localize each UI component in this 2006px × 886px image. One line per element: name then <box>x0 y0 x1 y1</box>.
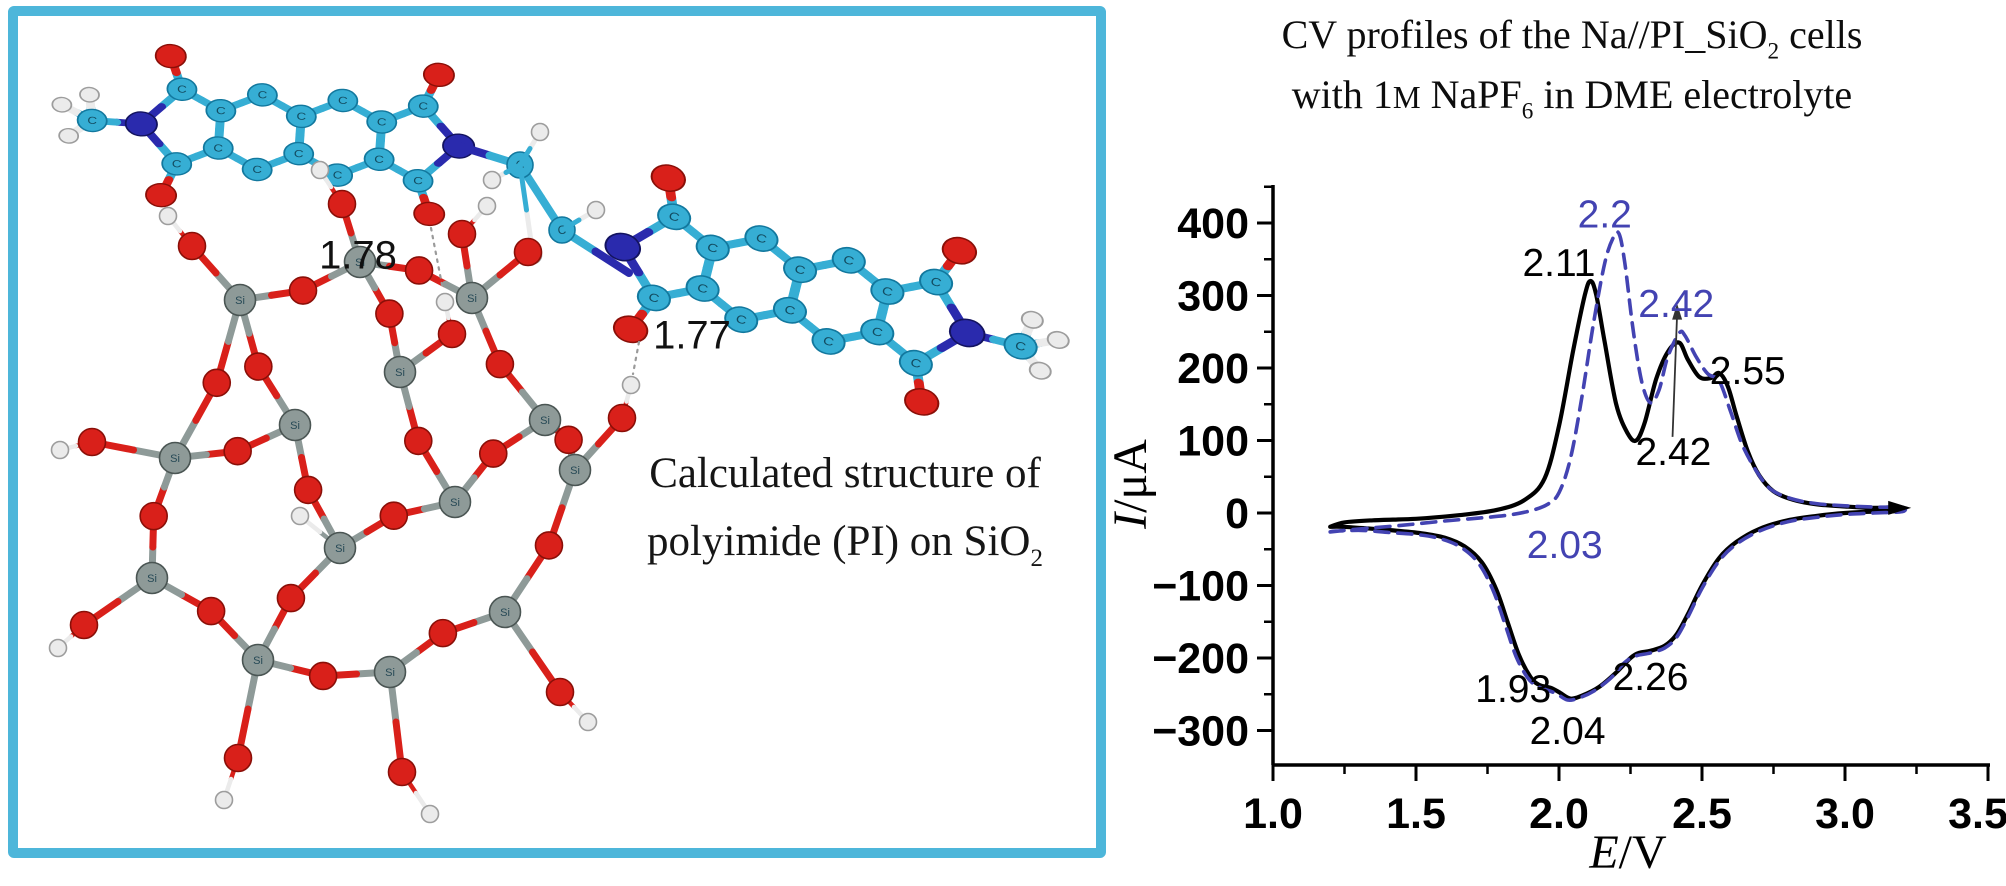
y-tick-label: 100 <box>1177 418 1249 466</box>
svg-text:C: C <box>909 356 923 371</box>
svg-text:Si: Si <box>500 607 510 619</box>
svg-text:Si: Si <box>450 497 460 509</box>
svg-text:C: C <box>755 231 769 246</box>
svg-text:C: C <box>87 114 98 127</box>
svg-text:Si: Si <box>395 367 405 379</box>
caption-subscript: 2 <box>1030 545 1043 573</box>
hbond-distance-label-2: 1.77 <box>653 313 731 358</box>
structure-caption: Calculated structure of polyimide (PI) o… <box>598 440 1092 579</box>
silica-cluster: Si Si Si Si Si Si Si Si Si Si Si Si Si Si <box>48 160 641 824</box>
svg-text:Si: Si <box>355 257 365 269</box>
svg-text:Si: Si <box>540 415 550 427</box>
svg-text:C: C <box>793 262 807 277</box>
x-tick-label: 2.0 <box>1529 790 1589 838</box>
hydrogen-bond-dotted-lines <box>429 226 641 376</box>
y-tick-label: 400 <box>1177 200 1249 248</box>
svg-text:C: C <box>696 281 710 296</box>
svg-text:C: C <box>706 240 720 255</box>
svg-text:Si: Si <box>147 573 157 585</box>
scan-direction-arrowhead <box>1888 500 1912 515</box>
title-molar-m: M <box>1392 79 1421 115</box>
peak-annotation: 2.26 <box>1613 656 1689 699</box>
svg-text:C: C <box>734 312 748 327</box>
svg-text:C: C <box>296 110 307 123</box>
svg-text:C: C <box>216 104 227 117</box>
svg-text:C: C <box>418 100 429 113</box>
svg-text:C: C <box>213 142 224 155</box>
hbond-distance-label-1: 1.78 <box>319 233 397 278</box>
chart-title: CV profiles of the Na//PI_SiO2 cells wit… <box>1148 8 1996 127</box>
ndi-molecule-2: C C C C C C C C C C C C C C C <box>604 164 1070 416</box>
cv-curve-dashed <box>1328 230 1908 703</box>
svg-text:C: C <box>647 290 661 305</box>
y-tick-label: 300 <box>1177 273 1249 321</box>
peak-pointer-arrowhead <box>1672 303 1683 320</box>
peak-pointer-arrow <box>1671 313 1679 437</box>
svg-text:Si: Si <box>235 295 245 307</box>
y-tick-label: 0 <box>1225 490 1249 538</box>
x-tick-label: 2.5 <box>1672 790 1732 838</box>
title-line2-pre: with 1 <box>1291 71 1393 117</box>
cv-curve-solid <box>1328 278 1905 701</box>
x-tick-label: 1.0 <box>1243 790 1303 838</box>
svg-text:Si: Si <box>170 453 180 465</box>
title-line2-mid: NaPF <box>1420 71 1522 117</box>
svg-text:C: C <box>177 83 188 96</box>
caption-line2: polyimide (PI) on SiO <box>647 517 1031 565</box>
x-axis-title: E/V <box>1588 826 1667 879</box>
peak-annotation: 2.42 <box>1635 431 1711 474</box>
svg-text:C: C <box>171 158 182 171</box>
ndi-molecule-1: C C C C C C C C C C C C C C C <box>51 43 476 227</box>
svg-text:C: C <box>870 324 884 339</box>
title-line1: CV profiles of the Na//PI_SiO <box>1281 12 1768 57</box>
y-tick-label: 200 <box>1177 345 1249 393</box>
peak-annotation: 2.2 <box>1578 193 1632 236</box>
svg-text:Si: Si <box>290 420 300 432</box>
svg-text:C: C <box>881 284 895 299</box>
x-tick-label: 3.5 <box>1948 790 2006 838</box>
x-tick-label: 3.0 <box>1815 790 1875 838</box>
peak-annotation: 2.03 <box>1527 524 1603 567</box>
title-line2-sub: 6 <box>1521 97 1534 124</box>
svg-text:Si: Si <box>467 293 477 305</box>
svg-text:Si: Si <box>335 543 345 555</box>
y-tick-label: −100 <box>1152 563 1249 611</box>
y-tick-label: −200 <box>1152 635 1249 683</box>
svg-text:C: C <box>413 174 424 187</box>
ethylene-bridge: CC <box>455 122 633 277</box>
svg-text:Si: Si <box>570 465 580 477</box>
svg-text:C: C <box>252 163 263 176</box>
peak-annotation: 2.42 <box>1638 283 1714 326</box>
svg-text:Si: Si <box>385 667 395 679</box>
peak-annotation: 2.11 <box>1522 242 1595 285</box>
svg-text:C: C <box>667 209 681 224</box>
title-line1-end: cells <box>1779 12 1863 57</box>
y-axis-title: I/μA <box>1104 439 1157 530</box>
title-line1-sub: 2 <box>1767 38 1780 65</box>
axes: 400 300 200 100 0 −100 −200 −300 1.0 1.5 2.0 2.5 3.0… <box>1152 185 2006 838</box>
svg-text:C: C <box>293 147 304 160</box>
y-tick-label: −300 <box>1152 708 1249 756</box>
svg-text:C: C <box>1014 339 1028 354</box>
peak-annotation: 2.55 <box>1710 350 1786 393</box>
svg-text:C: C <box>332 169 343 182</box>
caption-line1: Calculated structure of <box>649 450 1041 497</box>
svg-text:C: C <box>929 275 943 290</box>
peak-annotation: 2.04 <box>1530 710 1606 753</box>
svg-text:C: C <box>338 94 349 107</box>
svg-text:C: C <box>783 303 797 318</box>
svg-text:Si: Si <box>253 655 263 667</box>
svg-text:C: C <box>257 89 268 102</box>
svg-text:C: C <box>842 253 856 268</box>
x-tick-label: 1.5 <box>1386 790 1446 838</box>
peak-annotation: 1.93 <box>1475 668 1551 711</box>
svg-text:C: C <box>376 116 387 129</box>
title-line2-end: in DME electrolyte <box>1533 71 1853 117</box>
svg-text:C: C <box>374 153 385 166</box>
svg-text:C: C <box>822 334 836 349</box>
